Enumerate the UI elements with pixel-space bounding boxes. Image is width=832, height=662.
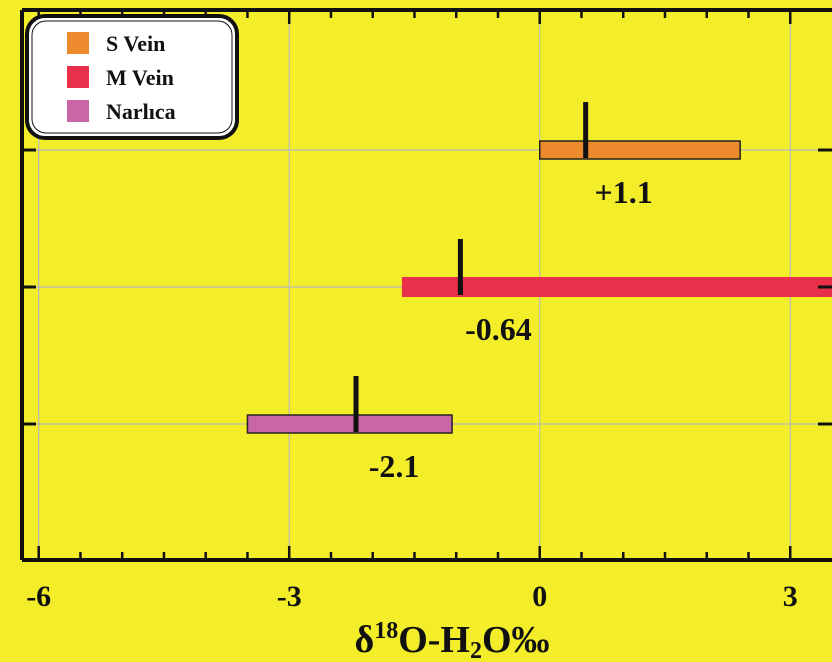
x-axis-title-o: O-H (398, 619, 470, 661)
bars (246, 102, 832, 434)
x-tick-label: 3 (783, 580, 798, 613)
legend-label-s-vein: S Vein (106, 31, 165, 56)
legend-swatch-m-vein (67, 66, 89, 88)
x-axis-title-rest: O‰ (482, 619, 550, 661)
x-axis-title-sub: 2 (470, 638, 482, 662)
legend-box-inner (31, 20, 233, 134)
x-tick-labels: -6 -3 0 3 (26, 580, 798, 613)
data-label-narl-ca: -2.1 (369, 448, 420, 484)
x-axis-title: δ18O-H2O‰ (354, 618, 549, 662)
legend-label-m-vein: M Vein (106, 65, 174, 90)
x-tick-label: -3 (277, 580, 302, 613)
legend: S Vein M Vein Narlıca (25, 14, 239, 140)
legend-swatch-narl-ca (67, 100, 89, 122)
data-label-m-vein: -0.64 (465, 311, 532, 347)
x-axis-title-delta: δ (354, 619, 374, 661)
data-labels: +1.1 -0.64 -2.1 (369, 174, 653, 484)
plot-frame (20, 8, 832, 562)
legend-swatch-s-vein (67, 32, 89, 54)
x-tick-label: -6 (26, 580, 51, 613)
data-label-s-vein: +1.1 (595, 174, 653, 210)
legend-label-narl-ca: Narlıca (106, 99, 176, 124)
range-bar-m-vein (401, 277, 832, 297)
ticks (22, 10, 832, 560)
range-bar-s-vein (538, 140, 741, 160)
x-axis-title-sup: 18 (374, 618, 398, 644)
x-tick-label: 0 (532, 580, 547, 613)
range-bar-narl-ca (246, 414, 453, 434)
